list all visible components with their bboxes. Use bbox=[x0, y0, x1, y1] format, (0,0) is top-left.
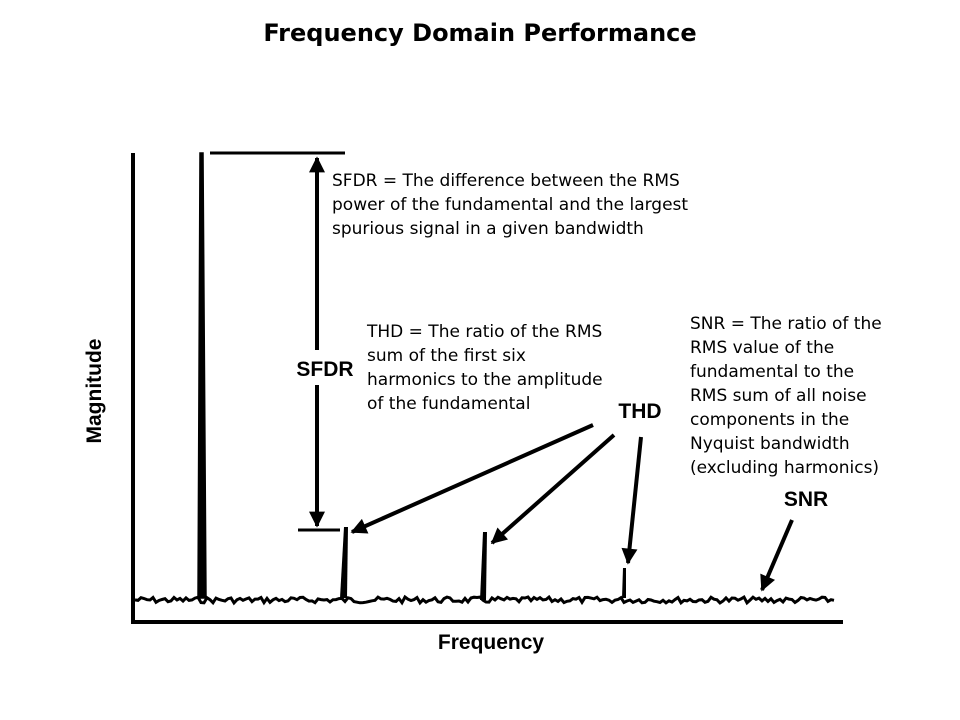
harmonic-spike-2 bbox=[340, 527, 348, 598]
snr-def-line: (excluding harmonics) bbox=[690, 458, 879, 478]
thd-arrow-1 bbox=[350, 423, 594, 534]
sfdr-label: SFDR bbox=[296, 358, 353, 381]
snr-def-line: SNR = The ratio of the bbox=[690, 314, 882, 334]
fundamental-spike bbox=[197, 152, 207, 599]
thd-arrow-3 bbox=[621, 436, 643, 565]
harmonic-spike-4 bbox=[622, 568, 626, 598]
snr-def-line: fundamental to the bbox=[690, 362, 854, 382]
sfdr-def-line: power of the fundamental and the largest bbox=[332, 195, 688, 215]
x-axis-label: Frequency bbox=[438, 631, 545, 654]
thd-def-line: sum of the first six bbox=[367, 346, 526, 366]
snr-label: SNR bbox=[784, 488, 828, 511]
thd-label: THD bbox=[618, 400, 661, 423]
thd-arrow-2 bbox=[490, 433, 616, 545]
sfdr-def-line: SFDR = The difference between the RMS bbox=[332, 171, 680, 191]
diagram-title: Frequency Domain Performance bbox=[263, 19, 696, 47]
snr-def-line: RMS sum of all noise bbox=[690, 386, 867, 406]
sfdr-definition: SFDR = The difference between the RMS po… bbox=[332, 171, 688, 239]
thd-def-line: THD = The ratio of the RMS bbox=[366, 322, 602, 342]
thd-def-line: of the fundamental bbox=[367, 394, 530, 414]
snr-def-line: RMS value of the bbox=[690, 338, 834, 358]
noise-floor bbox=[134, 594, 835, 606]
thd-definition: THD = The ratio of the RMS sum of the fi… bbox=[366, 322, 603, 414]
y-axis-label: Magnitude bbox=[83, 339, 106, 444]
snr-def-line: Nyquist bandwidth bbox=[690, 434, 850, 454]
snr-def-line: components in the bbox=[690, 410, 849, 430]
harmonic-spike-3 bbox=[480, 532, 487, 600]
snr-definition: SNR = The ratio of the RMS value of the … bbox=[690, 314, 882, 478]
sfdr-def-line: spurious signal in a given bandwidth bbox=[332, 219, 644, 239]
thd-def-line: harmonics to the amplitude bbox=[367, 370, 603, 390]
snr-arrow bbox=[760, 519, 794, 592]
